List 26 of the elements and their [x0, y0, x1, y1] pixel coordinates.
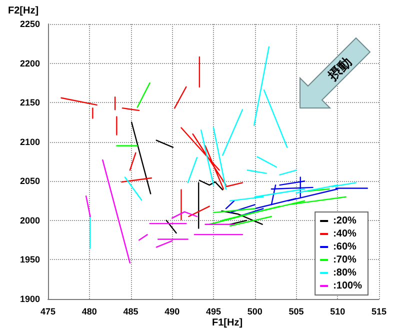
x-tick-label: 485 [123, 306, 138, 316]
y-tick-label: 1900 [20, 294, 40, 304]
legend-label: :100% [333, 280, 362, 292]
y-tick-label: 2150 [20, 98, 40, 108]
y-tick-label: 2050 [20, 176, 40, 186]
legend-label: :20% [333, 216, 357, 226]
x-tick-label: 510 [330, 306, 346, 316]
y-tick-label: 2200 [20, 58, 40, 68]
x-tick-label: 490 [164, 306, 180, 316]
x-tick-label: 515 [371, 306, 387, 316]
y-axis-title: F2[Hz] [8, 6, 39, 16]
y-tick-label: 2000 [20, 215, 40, 226]
y-tick-label: 2100 [20, 136, 40, 147]
legend-label: :40% [333, 228, 357, 240]
x-tick-label: 505 [288, 306, 304, 316]
legend-label: :60% [333, 242, 357, 252]
legend-label: :70% [333, 254, 357, 266]
x-tick-label: 475 [40, 306, 56, 316]
x-axis-title: F1[Hz] [212, 318, 243, 328]
x-tick-label: 500 [247, 306, 262, 316]
y-tick-label: 1950 [20, 254, 40, 265]
legend-label: :80% [333, 268, 357, 278]
y-tick-label: 2250 [20, 19, 40, 29]
x-tick-label: 480 [82, 306, 97, 316]
annotation: 摂動 [324, 54, 356, 85]
x-tick-label: 495 [206, 306, 222, 316]
